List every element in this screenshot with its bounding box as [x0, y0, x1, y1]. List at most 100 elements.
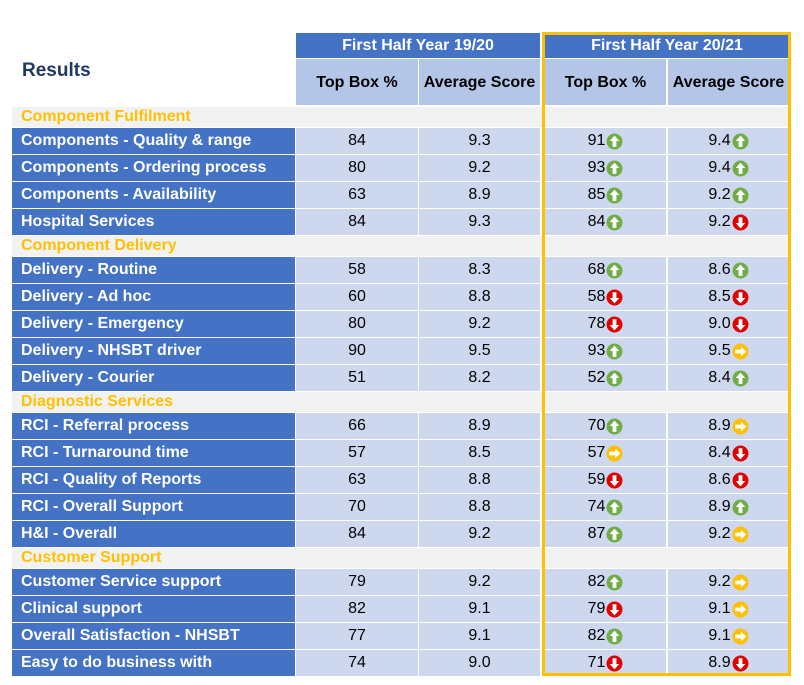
cell-text: 9.4: [708, 132, 731, 149]
row-label: Easy to do business with: [12, 650, 295, 676]
value-cell: 79: [296, 569, 418, 595]
value-cell: 82: [545, 569, 666, 595]
cell-text: 9.0: [708, 315, 731, 332]
highlight-frame: [542, 32, 791, 676]
value-cell: 59: [545, 467, 666, 493]
cell-text: 8.5: [468, 444, 491, 461]
cell-text: 8.9: [708, 498, 731, 515]
value-cell: 8.8: [419, 494, 540, 520]
value-cell: 70: [545, 413, 666, 439]
column-header: Average Score: [419, 59, 540, 105]
row-label: Customer Service support: [12, 569, 295, 595]
cell-text: Top Box %: [564, 73, 647, 91]
column-header: Top Box %: [296, 59, 418, 105]
cell-text: 8.6: [708, 471, 731, 488]
cell-text: 9.5: [468, 342, 491, 359]
value-cell: 9.5: [668, 338, 789, 364]
cell-text: Customer Service support: [21, 573, 222, 590]
cell-text: 9.1: [708, 627, 731, 644]
row-label: Delivery - Emergency: [12, 311, 295, 337]
cell-text: 87: [587, 525, 606, 542]
value-cell: 8.5: [419, 440, 540, 466]
cell-text: 74: [587, 498, 606, 515]
cell-text: Delivery - Ad hoc: [21, 288, 152, 305]
row-label: Components - Availability: [12, 182, 295, 208]
cell-text: 80: [348, 315, 366, 332]
value-cell: 9.1: [419, 596, 540, 622]
value-cell: 8.4: [668, 365, 789, 391]
trend-icon: [606, 370, 623, 386]
trend-icon: [732, 526, 749, 542]
trend-icon: [606, 214, 623, 230]
cell-text: Components - Availability: [21, 186, 217, 203]
value-cell: 9.2: [419, 155, 540, 181]
value-cell: 68: [545, 257, 666, 283]
cell-text: 9.2: [468, 573, 491, 590]
cell-text: 93: [587, 342, 606, 359]
section-header: Diagnostic Services: [12, 392, 789, 412]
cell-text: 57: [348, 444, 366, 461]
cell-text: 8.9: [468, 186, 491, 203]
trend-icon: [732, 499, 749, 515]
value-cell: 85: [545, 182, 666, 208]
cell-text: 8.9: [468, 417, 491, 434]
cell-text: 71: [587, 654, 606, 671]
title: Results: [22, 60, 91, 81]
trend-icon: [732, 160, 749, 176]
row-label: Delivery - Ad hoc: [12, 284, 295, 310]
row-label: Delivery - Courier: [12, 365, 295, 391]
cell-text: 68: [587, 261, 606, 278]
trend-icon: [732, 655, 749, 671]
value-cell: 82: [545, 623, 666, 649]
cell-text: 93: [587, 159, 606, 176]
value-cell: 9.4: [668, 155, 789, 181]
cell-text: 9.1: [708, 600, 731, 617]
trend-icon: [606, 445, 623, 461]
value-cell: 57: [545, 440, 666, 466]
cell-text: Clinical support: [21, 600, 142, 617]
row-label: Components - Quality & range: [12, 128, 295, 154]
row-label: RCI - Quality of Reports: [12, 467, 295, 493]
value-cell: 9.2: [668, 521, 789, 547]
cell-text: 9.1: [468, 627, 491, 644]
cell-text: 82: [587, 627, 606, 644]
cell-text: 90: [348, 342, 366, 359]
cell-text: 8.3: [468, 261, 491, 278]
cell-text: 9.4: [708, 159, 731, 176]
cell-text: 9.2: [468, 159, 491, 176]
value-cell: 8.8: [419, 284, 540, 310]
cell-text: 63: [348, 186, 366, 203]
cell-text: Delivery - NHSBT driver: [21, 342, 202, 359]
value-cell: 9.4: [668, 128, 789, 154]
trend-icon: [606, 628, 623, 644]
cell-text: RCI - Overall Support: [21, 498, 183, 515]
value-cell: 9.0: [668, 311, 789, 337]
cell-text: 9.2: [468, 525, 491, 542]
row-label: Delivery - Routine: [12, 257, 295, 283]
cell-text: 9.2: [708, 213, 731, 230]
cell-text: 8.4: [708, 444, 731, 461]
value-cell: 58: [296, 257, 418, 283]
value-cell: 93: [545, 155, 666, 181]
value-cell: 8.9: [419, 182, 540, 208]
cell-text: 77: [348, 627, 366, 644]
value-cell: 87: [545, 521, 666, 547]
cell-text: 59: [587, 471, 606, 488]
row-label: Overall Satisfaction - NHSBT: [12, 623, 295, 649]
row-label: H&I - Overall: [12, 521, 295, 547]
trend-icon: [732, 472, 749, 488]
value-cell: 91: [545, 128, 666, 154]
trend-icon: [732, 316, 749, 332]
cell-text: 8.9: [708, 417, 731, 434]
row-label: RCI - Referral process: [12, 413, 295, 439]
cell-text: 8.2: [468, 369, 491, 386]
value-cell: 84: [296, 209, 418, 235]
cell-text: Average Score: [423, 73, 536, 91]
trend-icon: [606, 289, 623, 305]
cell-text: 63: [348, 471, 366, 488]
value-cell: 8.6: [668, 257, 789, 283]
value-cell: 82: [296, 596, 418, 622]
period-header: First Half Year 19/20: [296, 33, 540, 58]
value-cell: 74: [545, 494, 666, 520]
trend-icon: [606, 262, 623, 278]
